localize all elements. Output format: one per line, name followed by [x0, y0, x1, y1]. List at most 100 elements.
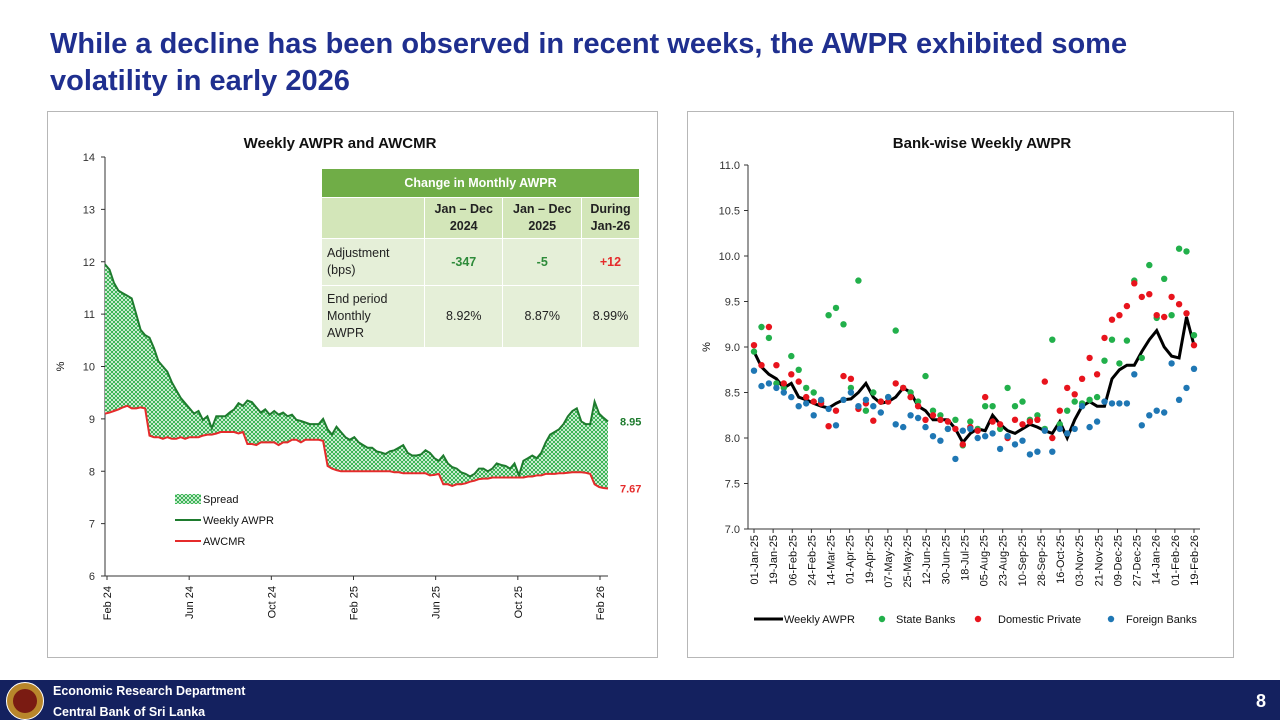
y-tick-label: 11 — [84, 309, 95, 321]
state-bank-point — [803, 384, 810, 392]
y-tick-label: 12 — [83, 257, 95, 269]
state-bank-point — [1190, 332, 1198, 339]
domestic-private-point — [1041, 378, 1048, 385]
y-tick-label: 14 — [83, 152, 95, 164]
state-bank-point — [795, 366, 802, 373]
awpr-awcmr-chart: Weekly AWPR and AWCMR 6 7 8 9 10 11 12 13 14% Feb … — [55, 135, 641, 620]
state-bank-point — [1019, 398, 1026, 405]
legend-spread-label: Spread — [203, 494, 238, 506]
domestic-private-point — [780, 380, 787, 387]
spread-area — [105, 264, 608, 489]
foreign-bank-point — [1146, 412, 1153, 419]
legend-foreign-bank-label: Foreign Banks — [1126, 614, 1197, 626]
state-bank-point — [1034, 412, 1041, 419]
domestic-private-point — [870, 417, 877, 424]
row-label-end-period: End period Monthly AWPR — [321, 285, 425, 348]
legend-foreign-bank-swatch — [1107, 615, 1115, 623]
chart-title: Bank-wise Weekly AWPR — [893, 135, 1072, 152]
legend-state-bank-swatch — [878, 615, 886, 623]
awpr-end-label: 8.95 — [620, 416, 641, 428]
domestic-private-point — [773, 362, 780, 369]
foreign-bank-point — [1026, 451, 1034, 458]
state-bank-point — [758, 323, 765, 331]
foreign-bank-point — [750, 367, 758, 374]
legend-state-bank-label: State Banks — [896, 614, 956, 626]
col-header-jan26: During Jan-26 — [580, 197, 641, 239]
domestic-private-point — [929, 412, 937, 419]
foreign-bank-point — [974, 434, 981, 442]
x-tick-label: 09-Dec-25 — [1112, 535, 1124, 586]
state-bank-point — [825, 312, 832, 319]
state-bank-point — [1183, 248, 1190, 255]
domestic-private-point — [937, 416, 944, 423]
state-bank-point — [914, 398, 922, 405]
foreign-bank-point — [885, 393, 892, 401]
domestic-private-point — [952, 425, 959, 433]
foreign-bank-point — [765, 380, 773, 387]
domestic-private-point — [1183, 310, 1190, 317]
domestic-private-point — [885, 398, 892, 405]
domestic-private-point — [1101, 334, 1108, 342]
domestic-private-point — [1131, 280, 1138, 287]
foreign-bank-point — [1093, 418, 1101, 425]
domestic-private-point — [1123, 302, 1131, 310]
state-bank-point — [1123, 337, 1131, 344]
foreign-bank-point — [900, 423, 907, 431]
foreign-bank-point — [1019, 437, 1026, 444]
awcmr-end-label: 7.67 — [620, 484, 641, 496]
y-tick-label: 7.5 — [725, 479, 740, 491]
foreign-bank-point — [1101, 398, 1108, 405]
end-period-jan26: 8.99% — [580, 285, 641, 348]
foreign-bank-point — [937, 437, 944, 444]
foreign-bank-point — [1049, 448, 1056, 455]
awpr-awcmr-chart-panel: Weekly AWPR and AWCMR 6 7 8 9 10 11 12 13 14% Feb … — [47, 111, 658, 658]
domestic-private-point — [803, 393, 810, 401]
domestic-private-point — [1146, 291, 1153, 298]
state-bank-point — [750, 348, 758, 355]
foreign-bank-point — [832, 422, 840, 429]
foreign-bank-point — [817, 396, 825, 403]
foreign-bank-point — [1183, 384, 1190, 392]
domestic-private-point — [1190, 342, 1198, 349]
domestic-private-point — [1108, 316, 1116, 323]
state-bank-point — [989, 403, 996, 410]
y-tick-label: 9 — [89, 414, 95, 426]
domestic-private-point — [892, 380, 899, 387]
domestic-private-point — [1071, 391, 1078, 398]
foreign-bank-point — [773, 384, 780, 392]
domestic-private-point — [877, 398, 884, 405]
x-tick-label: 18-Jul-25 — [959, 535, 971, 581]
foreign-bank-point — [1071, 425, 1078, 433]
state-bank-point — [1086, 396, 1093, 403]
footer-department: Economic Research Department — [53, 684, 246, 698]
foreign-bank-point — [870, 403, 877, 410]
slide-title: While a decline has been observed in rec… — [50, 28, 1128, 97]
state-bank-point — [1049, 336, 1056, 343]
state-bank-point — [780, 384, 787, 392]
legend-awcmr-label: AWCMR — [203, 536, 245, 548]
x-tick-label: Oct 24 — [266, 586, 278, 618]
legend-awpr-label: Weekly AWPR — [784, 614, 855, 626]
state-bank-point — [967, 418, 974, 425]
domestic-private-point — [1138, 293, 1145, 301]
domestic-private-point — [1168, 293, 1175, 301]
x-tick-label: Feb 24 — [102, 586, 114, 620]
x-tick-label: 12-Jun-25 — [921, 535, 933, 585]
state-bank-point — [810, 389, 817, 396]
x-tick-label: 14-Mar-25 — [826, 535, 838, 586]
foreign-bank-point — [996, 445, 1004, 453]
foreign-bank-point — [1108, 400, 1116, 407]
foreign-bank-point — [1138, 422, 1145, 429]
y-tick-label: 10.0 — [719, 251, 740, 263]
y-tick-label: 7 — [89, 519, 95, 531]
x-tick-label: 19-Apr-25 — [864, 535, 876, 584]
x-tick-label: 14-Jan-26 — [1151, 535, 1163, 585]
foreign-bank-point — [847, 389, 855, 396]
state-bank-point — [937, 412, 944, 419]
y-tick-label: 13 — [83, 204, 95, 216]
footer-bar: Economic Research Department Central Ban… — [0, 680, 1280, 720]
domestic-private-point — [944, 418, 952, 425]
cbsl-seal-logo — [6, 682, 44, 720]
x-tick-label: 16-Oct-25 — [1055, 535, 1067, 584]
state-bank-point — [832, 304, 840, 312]
